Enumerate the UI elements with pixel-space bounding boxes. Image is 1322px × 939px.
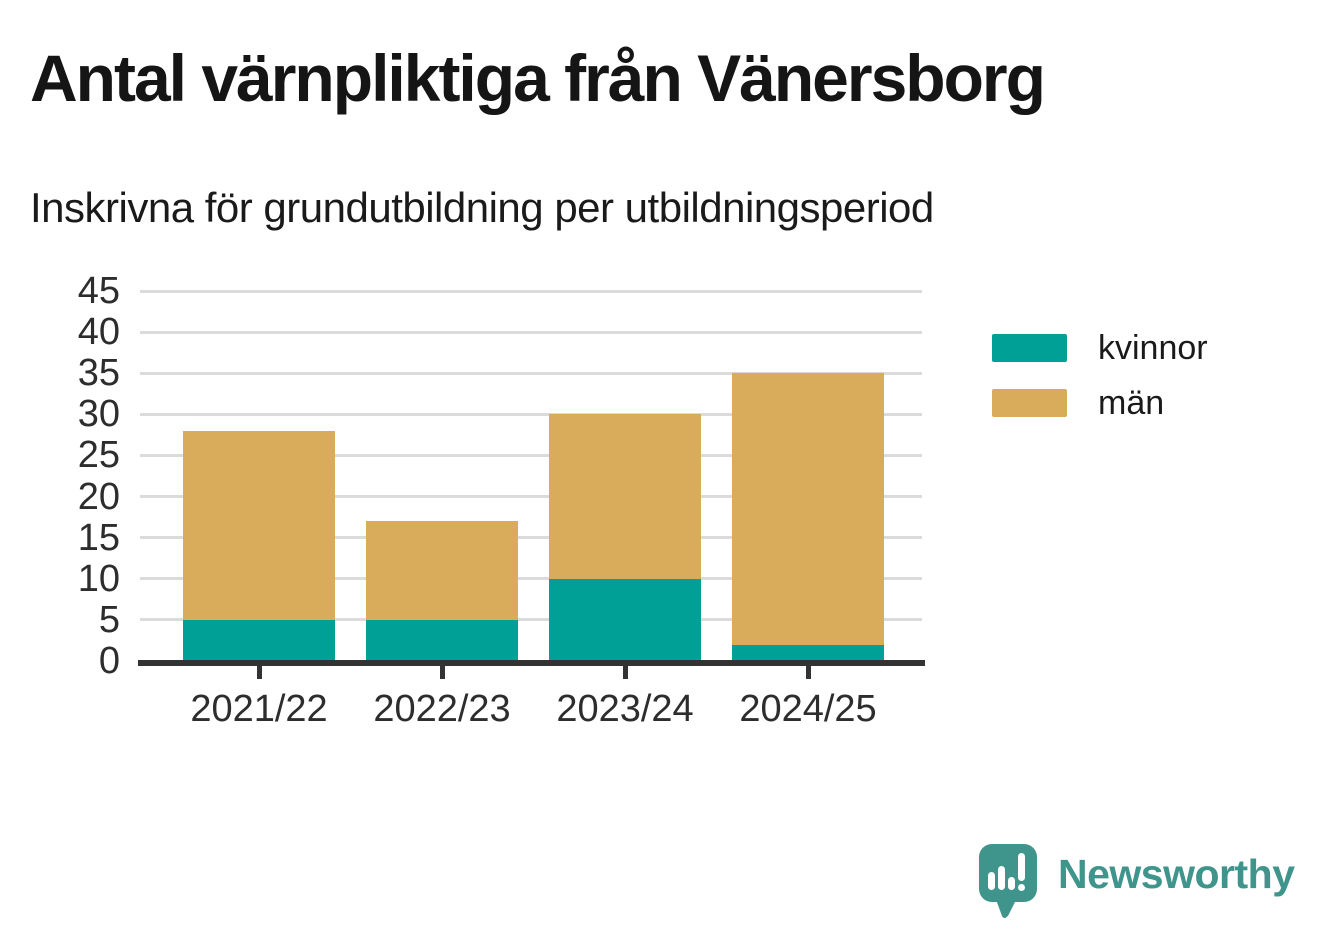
- bar-segment-män-2021/22: [183, 430, 335, 620]
- y-tick-label: 25: [77, 434, 120, 477]
- x-axis-line: [138, 660, 925, 666]
- y-tick-label: 10: [77, 557, 120, 600]
- bar-segment-män-2024/25: [732, 373, 884, 645]
- bar-segment-män-2023/24: [549, 414, 701, 579]
- y-tick-label: 5: [98, 598, 120, 641]
- y-tick-label: 40: [77, 311, 120, 354]
- gridline-40: [140, 330, 922, 334]
- brand-wordmark: Newsworthy: [1058, 851, 1295, 897]
- x-tick-mark: [622, 666, 628, 679]
- x-tick-label: 2024/25: [739, 688, 877, 730]
- chart-title: Antal värnpliktiga från Vänersborg: [30, 41, 1046, 115]
- y-tick-label: 20: [77, 475, 120, 518]
- x-tick-mark: [439, 666, 445, 679]
- y-tick-label: 15: [77, 516, 120, 559]
- x-tick-label: 2022/23: [373, 688, 511, 730]
- x-tick-label: 2021/22: [190, 688, 328, 730]
- bar-segment-män-2022/23: [366, 521, 518, 620]
- gridline-10: [140, 577, 922, 581]
- chart-subtitle: Inskrivna för grundutbildning per utbild…: [30, 184, 934, 231]
- y-tick-label: 45: [77, 270, 120, 312]
- legend-label-kvinnor: kvinnor: [1098, 328, 1208, 367]
- gridline-25: [140, 453, 922, 457]
- legend-swatch-män: [992, 389, 1067, 417]
- x-tick-mark: [805, 666, 811, 679]
- gridline-35: [140, 371, 922, 375]
- gridline-30: [140, 412, 922, 416]
- bar-segment-kvinnor-2024/25: [732, 644, 884, 661]
- bar-segment-kvinnor-2022/23: [366, 619, 518, 661]
- y-tick-label: 35: [77, 352, 120, 395]
- bar-segment-kvinnor-2023/24: [549, 578, 701, 661]
- gridline-20: [140, 495, 922, 499]
- gridline-45: [140, 289, 922, 293]
- legend-item-kvinnor: kvinnor: [992, 327, 1208, 369]
- gridline-5: [140, 618, 922, 622]
- plot-area: [140, 289, 922, 661]
- bar-segment-kvinnor-2021/22: [183, 619, 335, 661]
- newsworthy-logo-icon: [979, 844, 1037, 919]
- x-tick-label: 2023/24: [556, 688, 694, 730]
- legend-label-män: män: [1098, 383, 1165, 422]
- y-tick-label: 0: [98, 640, 120, 682]
- brand-logo: Newsworthy: [979, 844, 1295, 920]
- legend-item-män: män: [992, 382, 1164, 424]
- x-tick-mark: [256, 666, 262, 679]
- legend-swatch-kvinnor: [992, 334, 1067, 362]
- y-tick-label: 30: [77, 393, 120, 436]
- gridline-15: [140, 536, 922, 540]
